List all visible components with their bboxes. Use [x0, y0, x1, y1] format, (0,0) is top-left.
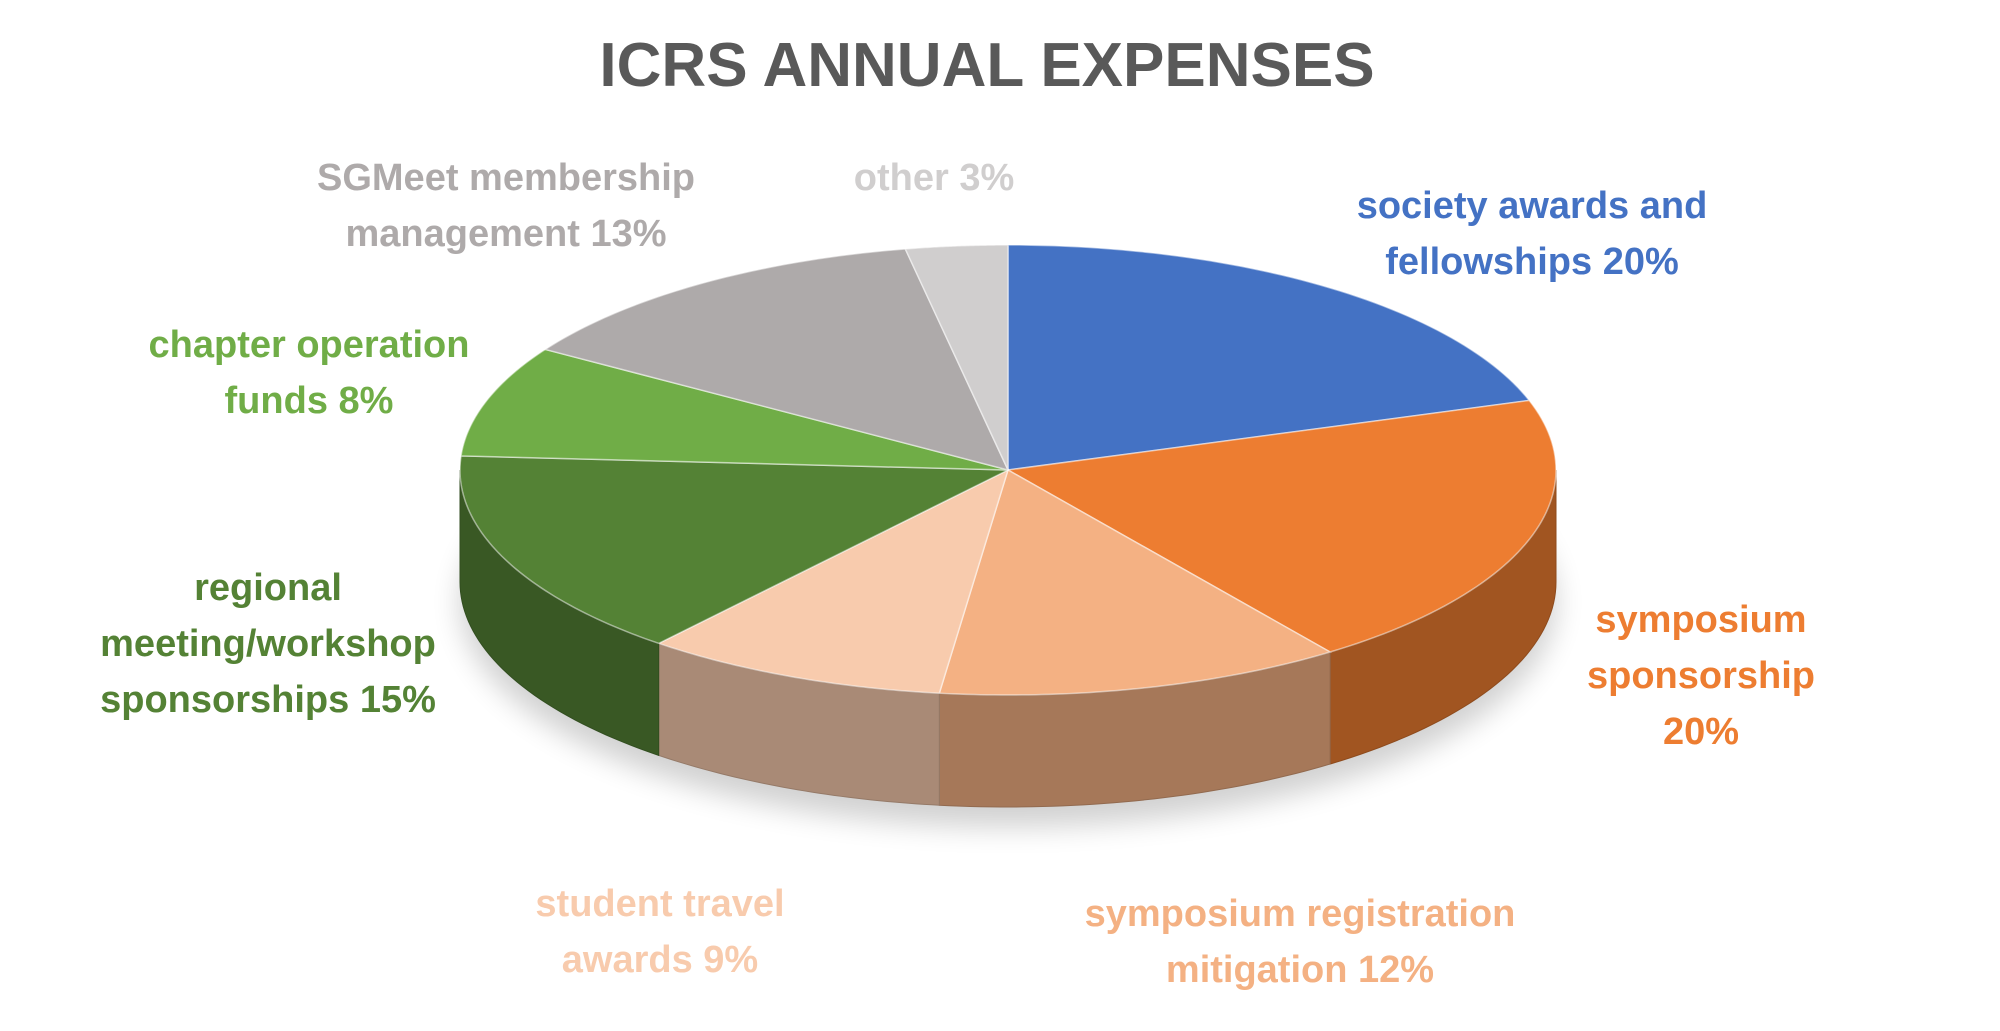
- value-label: 15%: [359, 679, 436, 721]
- slice-label: symposium registration mitigation 12%: [1040, 886, 1560, 998]
- slice-label: society awards and fellowships 20%: [1322, 178, 1742, 290]
- chart-title: ICRS ANNUAL EXPENSES: [599, 31, 1375, 100]
- value-label: 9%: [703, 939, 759, 981]
- value-label: 3%: [959, 157, 1015, 199]
- slice-label: student travel awards 9%: [500, 876, 820, 988]
- value-label: 20%: [1602, 241, 1679, 283]
- slice-top: [904, 244, 1009, 471]
- slice: [460, 348, 1009, 471]
- value-label: 13%: [590, 213, 667, 255]
- slice: [656, 468, 1010, 806]
- slice-label: regional meeting/workshop sponsorships 1…: [73, 560, 463, 728]
- category-label: other: [853, 157, 949, 199]
- category-label: regional meeting/workshop sponsorships: [100, 567, 436, 721]
- slice: [543, 248, 1010, 472]
- category-label: symposium registration mitigation: [1084, 893, 1516, 991]
- slice: [904, 244, 1009, 471]
- category-label: society awards and fellowships: [1356, 185, 1708, 283]
- slice-top: [460, 348, 1009, 471]
- slice: [459, 455, 1009, 757]
- slice-top: [1005, 399, 1557, 653]
- slice: [1007, 244, 1531, 471]
- category-label: student travel awards: [535, 883, 785, 981]
- slice-label: other 3%: [784, 150, 1084, 206]
- slice-top: [656, 468, 1010, 695]
- category-label: symposium sponsorship: [1586, 599, 1816, 697]
- slice-top: [459, 455, 1009, 645]
- slice-label: symposium sponsorship 20%: [1566, 592, 1836, 760]
- slice-label: SGMeet membership management 13%: [291, 150, 721, 262]
- slice-top: [543, 248, 1010, 472]
- value-label: 20%: [1662, 711, 1740, 753]
- value-label: 12%: [1358, 949, 1435, 991]
- value-label: 8%: [338, 380, 394, 422]
- category-label: SGMeet membership management: [317, 157, 695, 255]
- slice: [938, 468, 1333, 808]
- slice-top: [1007, 244, 1531, 471]
- slice-top: [938, 468, 1333, 696]
- category-label: chapter operation funds: [148, 324, 470, 422]
- slice-label: chapter operation funds 8%: [114, 317, 504, 429]
